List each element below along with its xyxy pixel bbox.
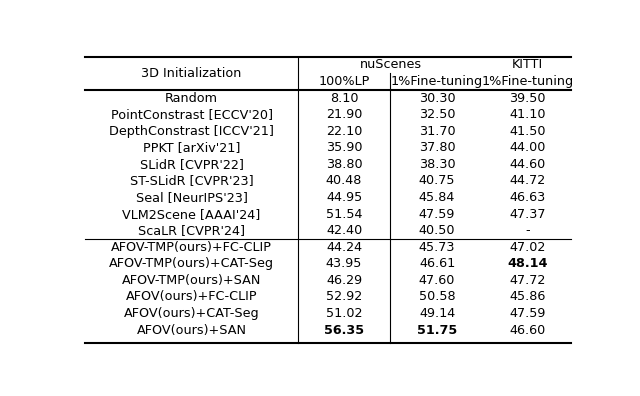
Text: 8.10: 8.10: [330, 91, 358, 105]
Text: Random: Random: [165, 91, 218, 105]
Text: 21.90: 21.90: [326, 108, 362, 121]
Text: AFOV(ours)+SAN: AFOV(ours)+SAN: [136, 324, 246, 337]
Text: 31.70: 31.70: [419, 125, 456, 138]
Text: AFOV-TMP(ours)+FC-CLIP: AFOV-TMP(ours)+FC-CLIP: [111, 241, 272, 254]
Text: 45.84: 45.84: [419, 191, 455, 204]
Text: 47.60: 47.60: [419, 274, 455, 287]
Text: 1%Fine-tuning: 1%Fine-tuning: [481, 75, 573, 88]
Text: 38.30: 38.30: [419, 158, 456, 171]
Text: 51.54: 51.54: [326, 208, 362, 221]
Text: 51.75: 51.75: [417, 324, 457, 337]
Text: -: -: [525, 224, 530, 237]
Text: DepthConstrast [ICCV'21]: DepthConstrast [ICCV'21]: [109, 125, 274, 138]
Text: 40.50: 40.50: [419, 224, 456, 237]
Text: 35.90: 35.90: [326, 141, 362, 154]
Text: ScaLR [CVPR'24]: ScaLR [CVPR'24]: [138, 224, 245, 237]
Text: 44.00: 44.00: [509, 141, 546, 154]
Text: AFOV-TMP(ours)+SAN: AFOV-TMP(ours)+SAN: [122, 274, 261, 287]
Text: Seal [NeurIPS'23]: Seal [NeurIPS'23]: [136, 191, 248, 204]
Text: 47.59: 47.59: [419, 208, 455, 221]
Text: 56.35: 56.35: [324, 324, 364, 337]
Text: 41.10: 41.10: [509, 108, 546, 121]
Text: 1%Fine-tuning: 1%Fine-tuning: [391, 75, 483, 88]
Text: 30.30: 30.30: [419, 91, 456, 105]
Text: 47.72: 47.72: [509, 274, 546, 287]
Text: 46.29: 46.29: [326, 274, 362, 287]
Text: 48.14: 48.14: [508, 257, 548, 270]
Text: 37.80: 37.80: [419, 141, 456, 154]
Text: AFOV-TMP(ours)+CAT-Seg: AFOV-TMP(ours)+CAT-Seg: [109, 257, 274, 270]
Text: 46.63: 46.63: [509, 191, 546, 204]
Text: 40.48: 40.48: [326, 174, 362, 187]
Text: 44.24: 44.24: [326, 241, 362, 254]
Text: KITTI: KITTI: [512, 59, 543, 71]
Text: 45.73: 45.73: [419, 241, 456, 254]
Text: 44.60: 44.60: [509, 158, 546, 171]
Text: 46.60: 46.60: [509, 324, 546, 337]
Text: 52.92: 52.92: [326, 290, 362, 303]
Text: 32.50: 32.50: [419, 108, 456, 121]
Text: nuScenes: nuScenes: [360, 59, 422, 71]
Text: ST-SLidR [CVPR'23]: ST-SLidR [CVPR'23]: [130, 174, 253, 187]
Text: 43.95: 43.95: [326, 257, 362, 270]
Text: 40.75: 40.75: [419, 174, 456, 187]
Text: 39.50: 39.50: [509, 91, 546, 105]
Text: 41.50: 41.50: [509, 125, 546, 138]
Text: 47.37: 47.37: [509, 208, 546, 221]
Text: 22.10: 22.10: [326, 125, 362, 138]
Text: 44.72: 44.72: [509, 174, 546, 187]
Text: AFOV(ours)+FC-CLIP: AFOV(ours)+FC-CLIP: [126, 290, 257, 303]
Text: SLidR [CVPR'22]: SLidR [CVPR'22]: [140, 158, 244, 171]
Text: 47.59: 47.59: [509, 307, 546, 320]
Text: 46.61: 46.61: [419, 257, 455, 270]
Text: 38.80: 38.80: [326, 158, 362, 171]
Text: 42.40: 42.40: [326, 224, 362, 237]
Text: 50.58: 50.58: [419, 290, 456, 303]
Text: 3D Initialization: 3D Initialization: [141, 67, 242, 80]
Text: 45.86: 45.86: [509, 290, 546, 303]
Text: PPKT [arXiv'21]: PPKT [arXiv'21]: [143, 141, 240, 154]
Text: 44.95: 44.95: [326, 191, 362, 204]
Text: VLM2Scene [AAAI'24]: VLM2Scene [AAAI'24]: [122, 208, 260, 221]
Text: 100%LP: 100%LP: [319, 75, 370, 88]
Text: AFOV(ours)+CAT-Seg: AFOV(ours)+CAT-Seg: [124, 307, 259, 320]
Text: PointConstrast [ECCV'20]: PointConstrast [ECCV'20]: [111, 108, 273, 121]
Text: 47.02: 47.02: [509, 241, 546, 254]
Text: 51.02: 51.02: [326, 307, 362, 320]
Text: 49.14: 49.14: [419, 307, 455, 320]
